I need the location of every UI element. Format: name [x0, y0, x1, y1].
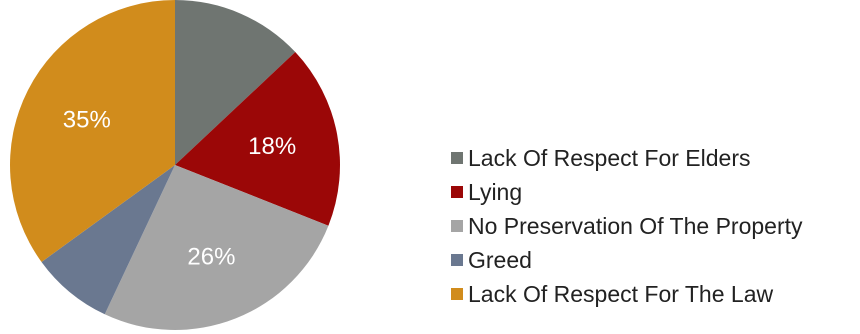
- pie-slices: [10, 0, 340, 331]
- legend-label-lack-of-respect-for-elders: Lack Of Respect For Elders: [468, 145, 751, 171]
- legend-swatch-lying: [451, 186, 463, 198]
- legend-label-no-preservation-of-the-property: No Preservation Of The Property: [468, 213, 803, 239]
- pie-slice-greed: [41, 165, 176, 315]
- legend-item-lack-of-respect-for-the-law: Lack Of Respect For The Law: [451, 281, 773, 307]
- legend-item-no-preservation-of-the-property: No Preservation Of The Property: [451, 213, 803, 239]
- legend-swatch-no-preservation-of-the-property: [451, 220, 463, 232]
- pie-slice-lack-of-respect-for-elders: [175, 0, 296, 165]
- legend-label-greed: Greed: [468, 247, 532, 273]
- slice-label-lying: 18%: [248, 133, 296, 160]
- pie-slice-no-preservation-of-the-property: [104, 165, 329, 331]
- pie-slice-lying: [175, 52, 340, 226]
- legend-label-lying: Lying: [468, 179, 522, 205]
- slice-label-no-preservation-of-the-property: 26%: [187, 244, 235, 271]
- legend-item-greed: Greed: [451, 247, 532, 273]
- legend-label-lack-of-respect-for-the-law: Lack Of Respect For The Law: [468, 281, 773, 307]
- pie-slice-lack-of-respect-for-the-law: [10, 0, 176, 262]
- legend-swatch-greed: [451, 254, 463, 266]
- legend-swatch-lack-of-respect-for-the-law: [451, 288, 463, 300]
- legend-swatch-lack-of-respect-for-elders: [451, 152, 463, 164]
- pie-slice-labels: 18% 26% 35%: [63, 107, 296, 271]
- legend-item-lying: Lying: [451, 179, 522, 205]
- legend-item-lack-of-respect-for-elders: Lack Of Respect For Elders: [451, 145, 751, 171]
- legend: Lack Of Respect For Elders Lying No Preser…: [451, 145, 803, 307]
- slice-label-lack-of-respect-for-the-law: 35%: [63, 107, 111, 134]
